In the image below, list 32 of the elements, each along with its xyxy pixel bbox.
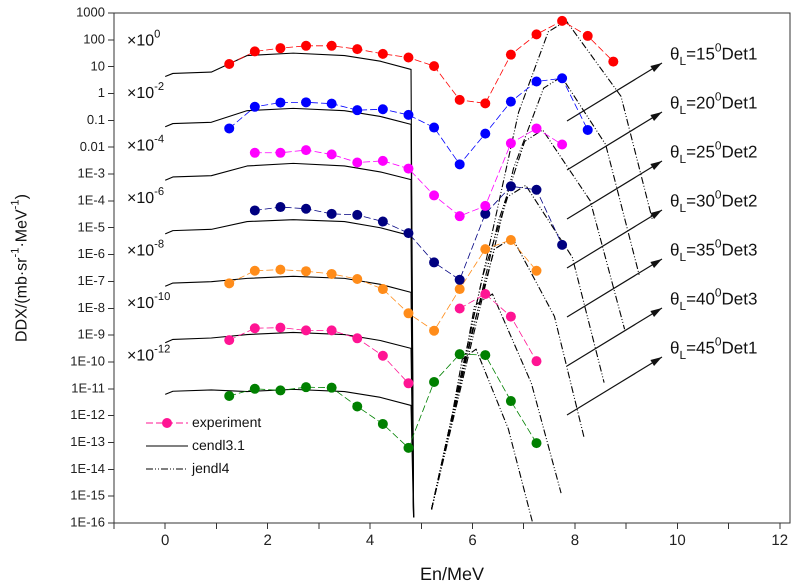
y-tick-label: 1E-16: [70, 514, 105, 530]
y-tick-label: 0.1: [86, 112, 105, 127]
x-tick-label: 2: [263, 532, 272, 550]
x-tick-label: 12: [771, 532, 788, 550]
y-tick-label: 1E-8: [78, 300, 105, 315]
x-tick-label: 0: [161, 532, 170, 550]
y-tick-label: 1E-3: [78, 166, 105, 181]
legend-label: jendl4: [191, 460, 230, 476]
y-tick-label: 1E-11: [71, 380, 105, 396]
y-tick-label: 1: [98, 85, 105, 100]
y-tick-label: 1000: [76, 4, 105, 20]
legend-label: experiment: [192, 414, 262, 430]
y-tick-label: 10: [90, 58, 105, 74]
y-tick-label: 1E-12: [70, 407, 105, 422]
y-tick-label: 1E-6: [78, 246, 105, 262]
x-tick-label: 10: [668, 532, 686, 550]
y-tick-label: 1E-9: [78, 326, 105, 342]
y-tick-label: 1E-4: [78, 192, 105, 208]
x-axis-title: En/MeV: [420, 564, 484, 584]
y-tick-label: 100: [83, 31, 105, 46]
legend-label: cendl3.1: [192, 436, 246, 453]
y-tick-label: 1E-13: [70, 434, 105, 450]
x-tick-label: 8: [570, 532, 580, 550]
y-tick-label: 0.01: [80, 138, 105, 154]
y-axis-title: DDX/(mb·sr-1·MeV-1): [10, 194, 30, 342]
y-tick-label: 1E-10: [70, 354, 105, 369]
y-tick-label: 1E-14: [70, 460, 105, 476]
y-tick-label: 1E-15: [70, 488, 105, 503]
x-tick-label: 4: [366, 532, 374, 550]
x-tick-label: 6: [468, 532, 477, 550]
y-tick-label: 1E-7: [78, 273, 105, 288]
y-tick-label: 1E-5: [78, 219, 105, 234]
